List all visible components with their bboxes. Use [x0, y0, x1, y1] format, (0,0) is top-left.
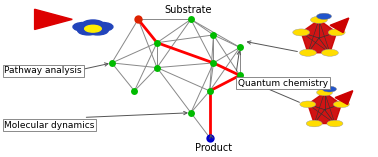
- Circle shape: [299, 49, 316, 56]
- Circle shape: [78, 26, 99, 35]
- Circle shape: [328, 29, 345, 36]
- Text: Substrate: Substrate: [164, 5, 212, 15]
- Text: Quantum chemistry: Quantum chemistry: [238, 79, 328, 88]
- Circle shape: [92, 22, 113, 31]
- Circle shape: [317, 89, 333, 96]
- Circle shape: [316, 13, 332, 19]
- Polygon shape: [35, 9, 72, 30]
- Polygon shape: [308, 92, 341, 124]
- Text: Pathway analysis: Pathway analysis: [5, 66, 82, 75]
- Circle shape: [322, 86, 336, 92]
- Circle shape: [85, 25, 101, 32]
- Circle shape: [333, 101, 349, 108]
- Circle shape: [300, 101, 316, 108]
- Circle shape: [73, 22, 94, 31]
- Circle shape: [306, 120, 322, 127]
- Circle shape: [310, 16, 327, 23]
- Polygon shape: [301, 20, 337, 53]
- Polygon shape: [330, 18, 349, 33]
- Circle shape: [82, 20, 104, 29]
- Polygon shape: [335, 91, 353, 104]
- Text: Product: Product: [195, 143, 232, 153]
- Circle shape: [87, 26, 108, 35]
- Circle shape: [327, 120, 343, 127]
- Text: Molecular dynamics: Molecular dynamics: [5, 121, 95, 130]
- Circle shape: [321, 49, 338, 56]
- Circle shape: [293, 29, 310, 36]
